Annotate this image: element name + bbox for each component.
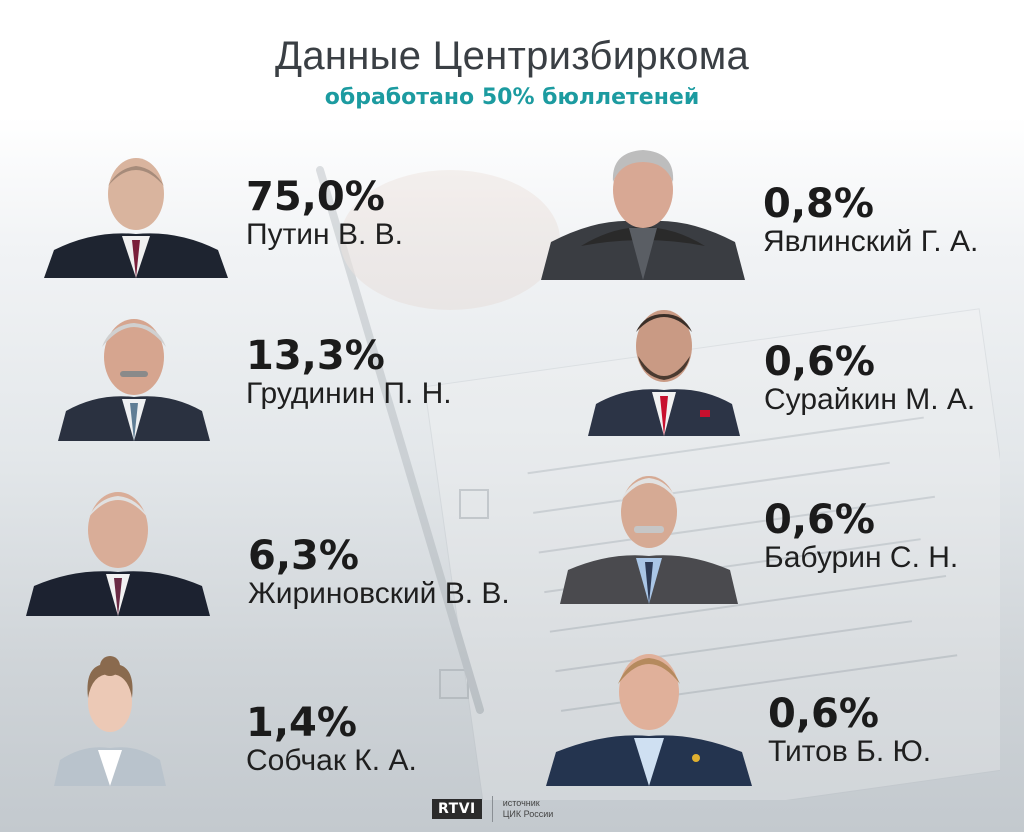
candidate-photo [44,150,228,278]
candidate-photo [54,652,166,786]
candidate-name: Жириновский В. В. [248,576,510,610]
candidate-percent: 75,0% [246,173,385,220]
candidate-card: 6,3% Жириновский В. В. [26,482,510,616]
page-subtitle: обработано 50% бюллетеней [324,85,700,110]
candidate-name: Сурайкин М. А. [764,382,976,416]
candidate-name: Путин В. В. [246,217,403,251]
candidate-photo [588,292,740,436]
candidate-percent: 0,6% [764,338,875,385]
candidate-percent: 1,4% [246,699,357,746]
candidate-percent: 0,8% [763,180,874,227]
page-title: Данные Центризбиркома [274,34,750,78]
candidate-card: 1,4% Собчак К. А. [54,652,417,786]
candidate-card: 75,0% Путин В. В. [44,150,403,278]
candidate-photo [546,640,752,786]
candidate-name: Бабурин С. Н. [764,540,959,574]
candidate-photo [26,482,210,616]
source-name: ЦИК России [502,809,554,819]
candidate-name: Явлинский Г. А. [763,224,979,258]
rtvi-logo: RTVI [432,799,482,819]
candidate-name: Титов Б. Ю. [768,734,932,768]
candidate-percent: 0,6% [764,496,875,543]
candidate-card: 13,3% Грудинин П. Н. [58,305,452,441]
source-label: источник [502,798,540,808]
footer-divider [491,796,493,822]
candidate-card: 0,8% Явлинский Г. А. [541,142,978,280]
candidate-card: 0,6% Титов Б. Ю. [546,640,931,786]
candidate-photo [541,142,745,280]
candidate-name: Собчак К. А. [246,743,417,777]
portrait-icon [44,158,228,278]
candidate-percent: 13,3% [246,332,385,379]
candidate-percent: 0,6% [768,690,879,737]
header: Данные Центризбиркома обработано 50% бюл… [0,34,1024,110]
candidate-percent: 6,3% [248,532,359,579]
candidate-card: 0,6% Сурайкин М. А. [588,292,975,436]
candidate-card: 0,6% Бабурин С. Н. [560,458,958,604]
candidate-name: Грудинин П. Н. [246,376,452,410]
candidate-photo [58,305,210,441]
candidate-photo [560,458,738,604]
footer: RTVI источник ЦИК России [432,796,593,822]
source-credit: источник ЦИК России [503,798,593,820]
ballot-background [316,166,1000,800]
